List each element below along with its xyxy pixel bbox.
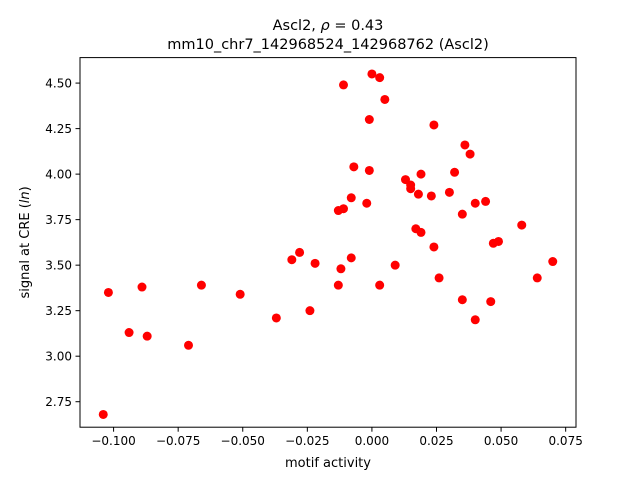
data-point bbox=[346, 193, 356, 203]
data-point bbox=[339, 80, 348, 90]
data-point bbox=[416, 169, 426, 179]
data-point bbox=[362, 198, 372, 208]
y-tick-label: 4.25 bbox=[45, 122, 72, 136]
axes-frame bbox=[79, 57, 577, 428]
data-point bbox=[349, 162, 359, 172]
chart-title-line1: Ascl2, ρ = 0.43 bbox=[273, 18, 384, 34]
data-point bbox=[470, 315, 480, 325]
data-point bbox=[532, 273, 542, 283]
y-axis: 2.75 3.00 3.25 3.50 3.75 4.00 4.25 4.50 bbox=[45, 76, 80, 409]
data-point bbox=[416, 227, 426, 237]
data-point bbox=[444, 187, 454, 197]
data-point bbox=[465, 149, 475, 159]
data-point bbox=[367, 69, 377, 79]
data-point bbox=[310, 258, 320, 268]
data-point bbox=[450, 167, 460, 177]
data-point bbox=[346, 253, 356, 263]
data-point bbox=[364, 165, 374, 175]
x-axis-label: motif activity bbox=[285, 456, 371, 471]
x-tick-label: 0.075 bbox=[548, 434, 582, 448]
data-point bbox=[494, 236, 503, 246]
data-point bbox=[287, 255, 297, 265]
data-point bbox=[457, 295, 467, 305]
x-tick-label: −0.025 bbox=[285, 434, 329, 448]
y-tick-label: 2.75 bbox=[45, 395, 72, 409]
y-tick-label: 3.75 bbox=[45, 213, 72, 227]
data-point bbox=[235, 289, 245, 299]
x-tick-label: 0.025 bbox=[419, 434, 453, 448]
x-tick-label: 0.000 bbox=[355, 434, 389, 448]
data-point bbox=[142, 331, 152, 341]
y-axis-label: signal at CRE (ln) bbox=[18, 186, 33, 298]
data-point bbox=[305, 306, 315, 316]
data-point bbox=[336, 264, 346, 274]
x-tick-label: 0.050 bbox=[484, 434, 518, 448]
data-point bbox=[426, 191, 436, 201]
data-point bbox=[184, 340, 193, 350]
data-point bbox=[380, 94, 390, 104]
x-tick-label: −0.075 bbox=[156, 434, 200, 448]
data-point bbox=[196, 280, 206, 290]
data-point bbox=[481, 196, 491, 206]
data-point bbox=[124, 328, 134, 338]
x-tick-label: −0.100 bbox=[91, 434, 135, 448]
x-axis: −0.100 −0.075 −0.050 −0.025 0.000 0.025 0.050 0… bbox=[91, 427, 583, 448]
data-point bbox=[98, 409, 108, 419]
data-point bbox=[413, 189, 423, 199]
data-point bbox=[271, 313, 281, 323]
y-tick-label: 4.00 bbox=[45, 167, 72, 181]
data-point bbox=[434, 273, 444, 283]
y-tick-label: 4.50 bbox=[45, 76, 72, 90]
data-point bbox=[457, 209, 467, 219]
data-point bbox=[486, 297, 496, 307]
data-point bbox=[375, 73, 385, 83]
data-point bbox=[333, 280, 343, 290]
data-point bbox=[406, 184, 416, 194]
y-tick-label: 3.00 bbox=[45, 349, 72, 363]
data-point bbox=[364, 115, 374, 125]
data-point bbox=[429, 242, 439, 252]
plot-area bbox=[98, 69, 558, 419]
chart-title-line2: mm10_chr7_142968524_142968762 (Ascl2) bbox=[167, 37, 488, 53]
data-point bbox=[548, 257, 558, 267]
data-point bbox=[103, 287, 113, 297]
y-tick-label: 3.25 bbox=[45, 304, 72, 318]
data-point bbox=[517, 220, 527, 230]
data-point bbox=[390, 260, 400, 270]
data-point bbox=[460, 140, 470, 150]
x-tick-label: −0.050 bbox=[221, 434, 265, 448]
data-point bbox=[375, 280, 385, 290]
data-point bbox=[429, 120, 439, 130]
data-point bbox=[339, 204, 348, 214]
y-tick-label: 3.50 bbox=[45, 258, 72, 272]
data-point bbox=[137, 282, 147, 292]
data-point bbox=[295, 247, 305, 257]
data-point bbox=[470, 198, 480, 208]
